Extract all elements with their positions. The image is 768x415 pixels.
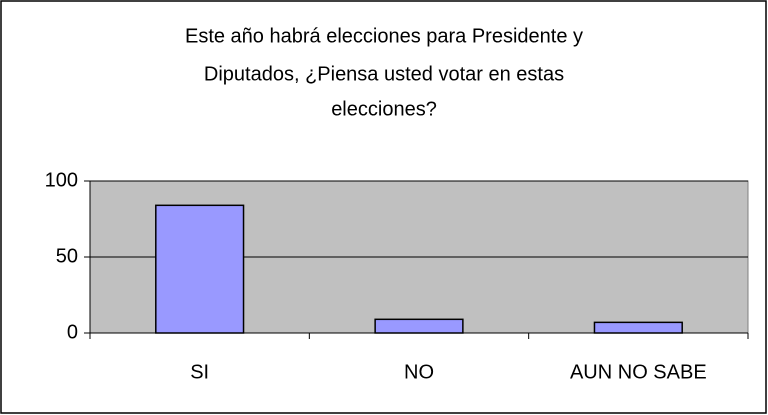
x-tick-label: NO — [404, 361, 434, 383]
chart-title: Diputados, ¿Piensa usted votar en estas — [204, 63, 564, 85]
y-tick-label: 50 — [56, 245, 78, 267]
x-tick-label: AUN NO SABE — [570, 361, 707, 383]
bar — [374, 318, 464, 334]
bar — [155, 204, 245, 334]
bar — [593, 321, 683, 334]
x-tick-label: SI — [190, 361, 209, 383]
y-tick-label: 100 — [45, 169, 78, 191]
chart-title: Este año habrá elecciones para President… — [185, 25, 583, 47]
chart-title: elecciones? — [331, 98, 437, 120]
y-tick-label: 0 — [67, 321, 78, 343]
